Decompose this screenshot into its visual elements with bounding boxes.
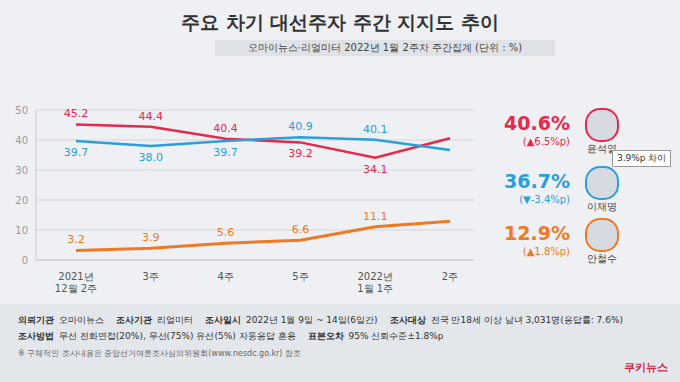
html-text:※ 구체적인 조사내용은 중앙선거여론조사심의위원회(www: ※ 구체적인 조사내용은 중앙선거여론조사심의위원회(www.nesdc.go.…: [18, 349, 301, 358]
html-text:리얼미터: 리얼미터: [157, 315, 193, 325]
html-text:조사대상: 조사대상: [389, 315, 426, 325]
html-text:2022년 1월 9일 ~ 14일(6일간): 2022년 1월 9일 ~ 14일(6일간): [246, 315, 378, 325]
svg-text:0: 0: [22, 255, 28, 266]
svg-text:1월 1주: 1월 1주: [357, 283, 393, 294]
svg-text:6.6: 6.6: [292, 223, 310, 236]
svg-text:5.6: 5.6: [217, 226, 235, 239]
html-text:(▲6.5%p): (▲6.5%p): [522, 136, 570, 147]
html-text:표본오차: 표본오차: [307, 331, 344, 341]
svg-text:40.4: 40.4: [213, 122, 238, 135]
svg-text:38.0: 38.0: [139, 151, 164, 164]
svg-text:40.1: 40.1: [363, 123, 388, 136]
html-text:95% 신뢰수준±1.8%p: 95% 신뢰수준±1.8%p: [348, 331, 444, 341]
svg-text:11.1: 11.1: [363, 210, 388, 223]
svg-text:2022년: 2022년: [357, 271, 392, 282]
html-text:(▲1.8%p): (▲1.8%p): [522, 246, 570, 257]
svg-text:2주: 2주: [442, 271, 458, 282]
svg-text:12월 2주: 12월 2주: [55, 283, 97, 294]
html-text:전국 만18세 이상 남녀 3,031명(응답률: 7.6%: 전국 만18세 이상 남녀 3,031명(응답률: 7.6%): [430, 315, 623, 325]
html-text:의뢰기관: 의뢰기관: [18, 315, 54, 325]
svg-text:5주: 5주: [292, 271, 308, 282]
html-text:주요 차기 대선주자 주간 지지도 추이: 주요 차기 대선주자 주간 지지도 추이: [181, 11, 499, 33]
svg-text:3.9: 3.9: [142, 231, 160, 244]
svg-text:3주: 3주: [143, 271, 159, 282]
html-text:36.7%: 36.7%: [504, 170, 570, 192]
svg-text:39.7: 39.7: [213, 146, 238, 159]
html-text:무선 전화면접(20%), 무선(75%) 유선(5%) 자: 무선 전화면접(20%), 무선(75%) 유선(5%) 자동응답 혼용: [59, 331, 296, 341]
html-text:3.9%p 차이: 3.9%p 차이: [617, 153, 667, 163]
html-text:이재명: 이재명: [587, 201, 617, 212]
html-text:조사기관: 조사기관: [116, 315, 152, 325]
svg-text:45.2: 45.2: [64, 107, 89, 120]
svg-text:10: 10: [15, 225, 28, 236]
html-text:조사일시: 조사일시: [205, 315, 241, 325]
html-text:40.6%: 40.6%: [504, 112, 570, 134]
svg-text:30: 30: [15, 165, 28, 176]
svg-text:34.1: 34.1: [363, 163, 388, 176]
html-text:쿠키뉴스: 쿠키뉴스: [624, 361, 668, 374]
html-text:12.9%: 12.9%: [504, 222, 570, 244]
html-text:오마이뉴스·리얼미터 2022년 1월 2주차 주간집계 (: 오마이뉴스·리얼미터 2022년 1월 2주차 주간집계 (단위 : %): [247, 42, 523, 53]
svg-text:50: 50: [15, 105, 28, 116]
html-text:윤석열: 윤석열: [587, 143, 617, 154]
html-text:안철수: 안철수: [587, 253, 617, 264]
svg-text:39.2: 39.2: [288, 147, 313, 160]
svg-text:2021년: 2021년: [58, 271, 93, 282]
svg-text:44.4: 44.4: [139, 110, 164, 123]
svg-text:40: 40: [15, 135, 28, 146]
html-text:(▼-3.4%p): (▼-3.4%p): [519, 194, 570, 205]
svg-text:20: 20: [15, 195, 28, 206]
svg-text:3.2: 3.2: [67, 233, 85, 246]
html-text:조사방법: 조사방법: [18, 331, 54, 341]
svg-text:4주: 4주: [217, 271, 233, 282]
svg-text:40.9: 40.9: [288, 120, 313, 133]
svg-text:39.7: 39.7: [64, 146, 89, 159]
html-text:오마이뉴스: 오마이뉴스: [59, 315, 104, 325]
